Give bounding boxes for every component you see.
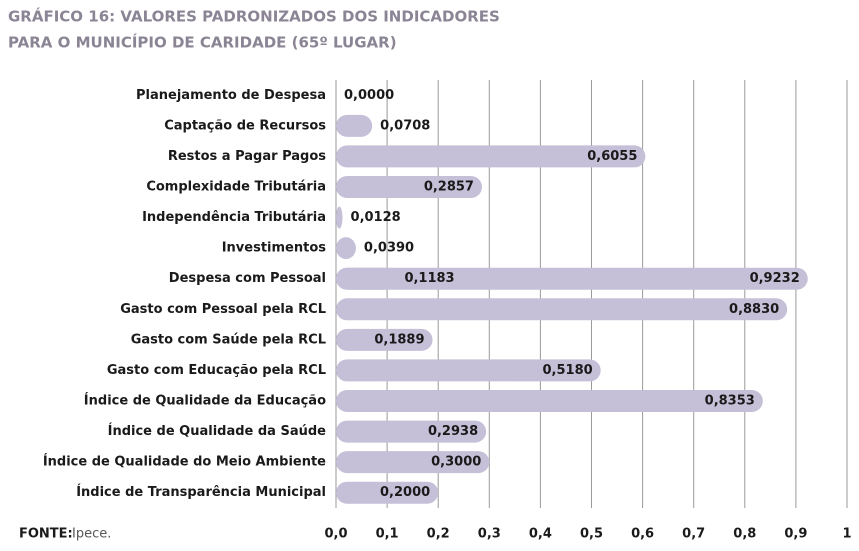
chart-title: GRÁFICO 16: VALORES PADRONIZADOS DOS IND… xyxy=(8,7,500,26)
bar xyxy=(336,451,490,474)
chart-title: PARA O MUNICÍPIO DE CARIDADE (65º LUGAR) xyxy=(8,33,397,52)
value-label: 0,1889 xyxy=(374,332,424,347)
bar xyxy=(336,237,356,260)
bar xyxy=(336,390,763,412)
value-label: 0,0000 xyxy=(344,88,394,103)
y-tick-label: Gasto com Educação pela RCL xyxy=(107,363,326,378)
y-tick-label: Gasto com Pessoal pela RCL xyxy=(120,302,326,317)
bar xyxy=(336,298,788,321)
value-label: 0,3000 xyxy=(431,455,481,470)
x-tick-label: 0,4 xyxy=(529,527,552,542)
bar xyxy=(336,267,808,290)
value-label: 0,2000 xyxy=(380,485,430,500)
x-tick-label: 1 xyxy=(842,527,851,542)
y-tick-label: Independência Tributária xyxy=(142,210,326,225)
x-tick-label: 0,2 xyxy=(427,527,450,542)
x-tick-label: 0,5 xyxy=(580,527,603,542)
x-tick-label: 0,9 xyxy=(784,527,807,542)
bar xyxy=(336,420,487,443)
x-tick-label: 0,7 xyxy=(682,527,705,542)
value-label: 0,1183 xyxy=(404,271,454,286)
y-tick-label: Investimentos xyxy=(222,241,327,256)
bar xyxy=(336,176,482,198)
value-label: 0,9232 xyxy=(750,271,800,286)
value-label: 0,5180 xyxy=(543,363,593,378)
value-label: 0,2938 xyxy=(428,424,478,439)
y-tick-label: Planejamento de Despesa xyxy=(136,88,326,103)
bar xyxy=(336,359,601,382)
x-tick-label: 0,6 xyxy=(631,527,654,542)
x-tick-label: 0,1 xyxy=(376,527,399,542)
y-tick-label: Índice de Qualidade da Saúde xyxy=(108,423,327,439)
y-tick-label: Índice de Transparência Municipal xyxy=(76,484,326,500)
y-tick-label: Índice de Qualidade da Educação xyxy=(84,393,326,409)
x-tick-label: 0,3 xyxy=(478,527,501,542)
value-label: 0,8353 xyxy=(705,394,755,409)
source-label: FONTE: xyxy=(19,527,73,542)
value-label: 0,2857 xyxy=(424,180,474,195)
y-tick-label: Restos a Pagar Pagos xyxy=(168,149,326,164)
bar xyxy=(336,145,646,168)
bar xyxy=(336,481,439,504)
y-tick-label: Gasto com Saúde pela RCL xyxy=(131,332,326,347)
bar xyxy=(336,267,397,290)
y-tick-label: Captação de Recursos xyxy=(164,118,326,133)
y-tick-label: Complexidade Tributária xyxy=(146,180,326,195)
value-label: 0,8830 xyxy=(729,302,779,317)
x-tick-label: 0,0 xyxy=(324,527,347,542)
y-tick-label: Índice de Qualidade do Meio Ambiente xyxy=(43,454,326,470)
source: Ipece. xyxy=(72,527,111,542)
value-label: 0,0390 xyxy=(364,241,414,256)
bar xyxy=(336,328,433,351)
x-tick-label: 0,8 xyxy=(733,527,756,542)
value-label: 0,6055 xyxy=(587,149,637,164)
y-tick-label: Despesa com Pessoal xyxy=(169,271,326,286)
bar xyxy=(336,206,343,229)
bar xyxy=(336,114,373,137)
value-label: 0,0708 xyxy=(380,118,430,133)
value-label: 0,0128 xyxy=(351,210,401,225)
